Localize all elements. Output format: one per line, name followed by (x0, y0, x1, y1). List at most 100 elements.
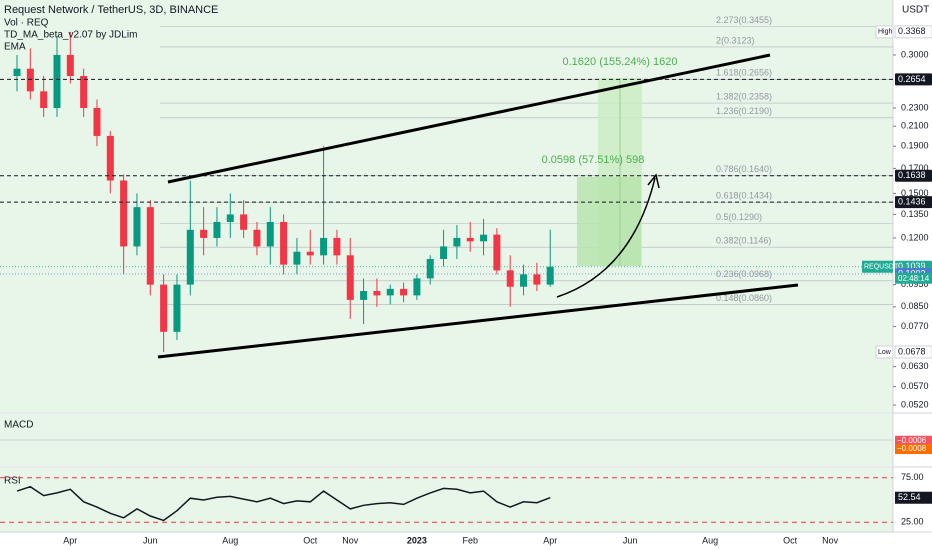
rsi-title: RSI (4, 476, 21, 487)
price-marker: 0.1039 (898, 261, 926, 271)
candle-body (440, 246, 448, 259)
candle-body (213, 221, 221, 238)
measure-label: 0.1620 (155.24%) 1620 (563, 56, 678, 68)
x-tick-label: Aug (702, 535, 718, 545)
y-tick-label: 0.2300 (901, 102, 929, 112)
channel-lower (157, 283, 799, 359)
channel-upper (167, 53, 771, 184)
candle-body (200, 229, 208, 238)
high-label-box (875, 25, 894, 39)
x-tick-label: Jun (623, 535, 638, 545)
price-marker-box (895, 169, 932, 182)
macd-value-box (895, 435, 932, 446)
candle-body (13, 68, 21, 76)
x-tick-label: Oct (783, 535, 798, 545)
y-tick-label: 0.0630 (901, 361, 929, 371)
candle-body (173, 284, 181, 332)
price-marker: 0.1638 (898, 170, 926, 180)
candle-body (186, 229, 194, 285)
fib-label: 0.5(0.1290) (716, 212, 762, 222)
symbol-box (862, 260, 893, 273)
rsi-pane (0, 468, 893, 532)
candle-body (453, 237, 461, 247)
low-label: Low (878, 349, 892, 356)
macd-value: −0.0008 (897, 444, 927, 453)
rsi-line (16, 485, 551, 522)
low-label-box (875, 345, 894, 359)
fib-label: 0.382(0.1146) (716, 236, 771, 246)
candle-body (480, 234, 488, 242)
high-value: 0.3368 (898, 26, 926, 36)
candle-body (506, 270, 514, 287)
measure-box (577, 177, 641, 266)
y-tick-label: 0.0850 (901, 301, 929, 311)
price-marker-box (895, 196, 932, 209)
candle-body (520, 274, 528, 287)
legend-volume: Vol · REQ (4, 18, 49, 29)
x-tick-label: Nov (822, 535, 839, 545)
candle-body (133, 207, 141, 247)
high-value-box (894, 25, 932, 39)
candle-body (533, 274, 541, 285)
legend-ema: EMA (4, 42, 26, 53)
candle-body (360, 291, 368, 300)
fib-label: 2.273(0.3455) (716, 15, 772, 25)
main-pane (0, 0, 893, 412)
candle-body (240, 214, 248, 230)
countdown: 02:48:14 (898, 274, 930, 283)
high-label: High (878, 29, 893, 36)
candle-body (346, 255, 354, 300)
y-tick-label: 0.1200 (901, 232, 929, 242)
candle-body (253, 229, 261, 247)
candle-body (426, 258, 434, 279)
projection-arrow (556, 177, 656, 298)
candle-body (373, 291, 381, 296)
plot (13, 31, 554, 352)
candle-body (66, 54, 74, 76)
candle-body (413, 278, 421, 296)
x-tick-label: Apr (543, 535, 557, 545)
y-tick-label: 0.3000 (901, 49, 929, 59)
macd-value-box (895, 444, 932, 455)
fib-label: 0.618(0.1434) (716, 191, 772, 201)
candle-body (160, 284, 168, 332)
price-marker: 0.2654 (898, 74, 926, 84)
candle-body (266, 221, 274, 247)
y-tick-label: 0.1500 (901, 188, 929, 198)
candle-body (146, 207, 154, 285)
candle-body (120, 180, 128, 247)
rsi-tick-label: 75.00 (901, 472, 924, 482)
candle-body (493, 234, 501, 271)
candle-body (280, 221, 288, 265)
symbol-label: REQUSDT (864, 264, 899, 271)
y-tick-label: 0.1700 (901, 163, 929, 173)
x-tick-label: Oct (303, 535, 318, 545)
y-tick-label: 0.0520 (901, 399, 929, 409)
low-value: 0.0678 (898, 346, 926, 356)
candle-body (466, 237, 474, 242)
candle-body (546, 266, 554, 285)
y-tick-label: 0.0950 (901, 279, 929, 289)
candle-body (106, 135, 114, 181)
candle-body (226, 214, 234, 222)
candle-body (80, 75, 88, 109)
arrow-head (647, 173, 660, 189)
fib-label: 1.236(0.2190) (716, 106, 772, 116)
x-tick-label: Apr (63, 535, 77, 545)
x-tick-label: Aug (222, 535, 238, 545)
price-marker-box (895, 73, 932, 86)
candle-body (293, 251, 301, 265)
legend-indicator: TD_MA_beta_v2.07 by JDLim (4, 30, 137, 41)
x-tick-label: Nov (342, 535, 359, 545)
fib-label: 1.618(0.2656) (716, 68, 772, 78)
candle-body (333, 237, 341, 256)
candle-body (26, 68, 34, 92)
macd-value: −0.0006 (897, 436, 927, 445)
chart-title: Request Network / TetherUS, 3D, BINANCE (4, 4, 218, 16)
fib-label: 2(0.3123) (716, 35, 755, 45)
rsi-tick-label: 25.00 (901, 517, 924, 527)
price-marker: 0.1436 (898, 196, 926, 206)
fib-label: 1.382(0.2358) (716, 91, 772, 101)
y-tick-label: 0.0770 (901, 321, 929, 331)
